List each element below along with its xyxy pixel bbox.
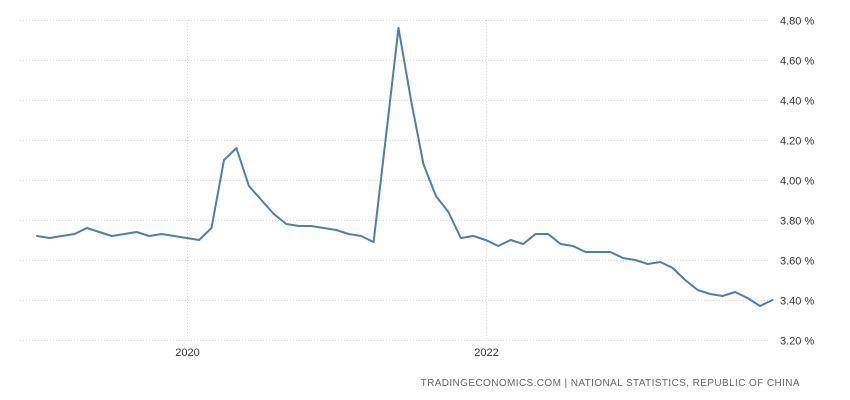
x-axis: 2020 2022 <box>175 347 498 359</box>
y-axis: 3.20 % 3.40 % 3.60 % 3.80 % 4.00 % 4.20 % 4.40… <box>780 16 814 348</box>
y-tick-label: 4.60 % <box>780 56 814 68</box>
y-tick-label: 4.40 % <box>780 96 814 108</box>
y-tick-label: 3.20 % <box>780 336 814 348</box>
x-tick-label: 2020 <box>175 347 199 359</box>
series-line <box>36 27 774 307</box>
y-tick-label: 3.60 % <box>780 256 814 268</box>
y-tick-label: 3.40 % <box>780 296 814 308</box>
y-tick-label: 3.80 % <box>780 216 814 228</box>
grid <box>20 20 770 341</box>
source-credit: TRADINGECONOMICS.COM | NATIONAL STATISTI… <box>421 378 800 389</box>
series-group <box>36 27 774 307</box>
y-tick-label: 4.80 % <box>780 16 814 28</box>
x-tick-label: 2022 <box>474 347 498 359</box>
y-tick-label: 4.00 % <box>780 176 814 188</box>
y-tick-label: 4.20 % <box>780 136 814 148</box>
